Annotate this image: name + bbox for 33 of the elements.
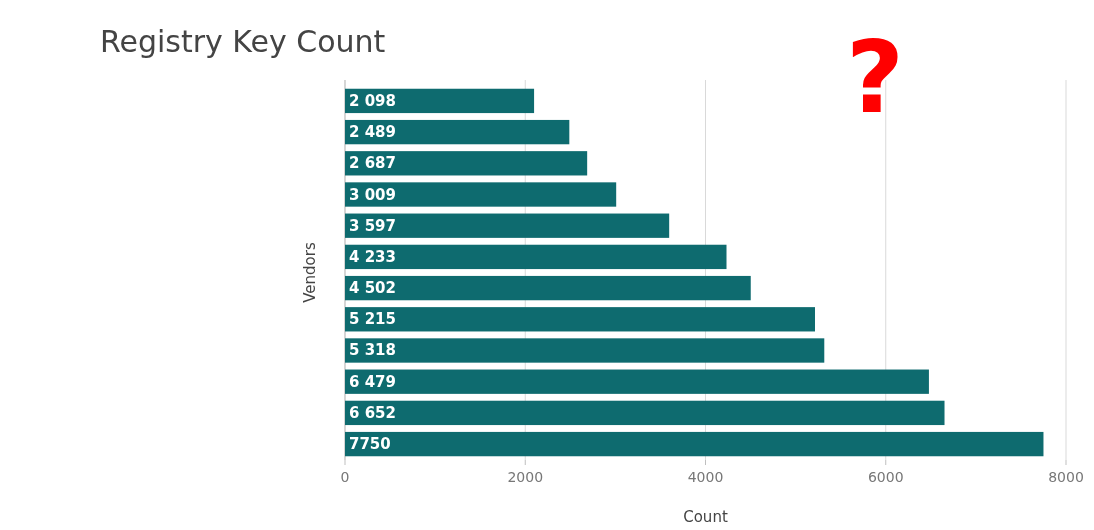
data-label: 5 215 — [349, 310, 396, 329]
x-tick-label: 4000 — [687, 469, 724, 485]
bar — [345, 431, 1044, 457]
data-label: 6 652 — [349, 403, 396, 422]
bar — [345, 307, 815, 332]
data-label: 6 479 — [349, 372, 396, 391]
x-axis-title: Count — [683, 508, 728, 526]
bar — [345, 244, 727, 270]
y-axis-title: Vendors — [301, 242, 319, 303]
bar — [345, 400, 945, 426]
data-label: 3 597 — [349, 216, 396, 235]
bar — [345, 275, 751, 301]
bar — [345, 151, 588, 176]
x-tick-label: 2000 — [507, 469, 544, 485]
data-label: 7750 — [349, 435, 391, 454]
data-label: 3 009 — [349, 185, 396, 204]
data-label: 2 098 — [349, 91, 396, 110]
data-label: 2 489 — [349, 123, 396, 142]
bar — [345, 213, 670, 238]
data-label: 2 687 — [349, 154, 396, 173]
x-tick-label: 8000 — [1048, 469, 1084, 485]
bar — [345, 338, 825, 363]
data-label: 4 233 — [349, 247, 396, 266]
bar — [345, 182, 617, 207]
bar — [345, 88, 535, 114]
x-tick-label: 6000 — [867, 469, 904, 485]
data-label: 4 502 — [349, 279, 396, 298]
chart-title: Registry Key Count — [100, 24, 386, 59]
bar — [345, 369, 929, 394]
data-label: 5 318 — [349, 341, 396, 360]
x-tick-label: 0 — [340, 469, 350, 485]
annotation: ? — [845, 19, 905, 136]
bar — [345, 119, 570, 145]
